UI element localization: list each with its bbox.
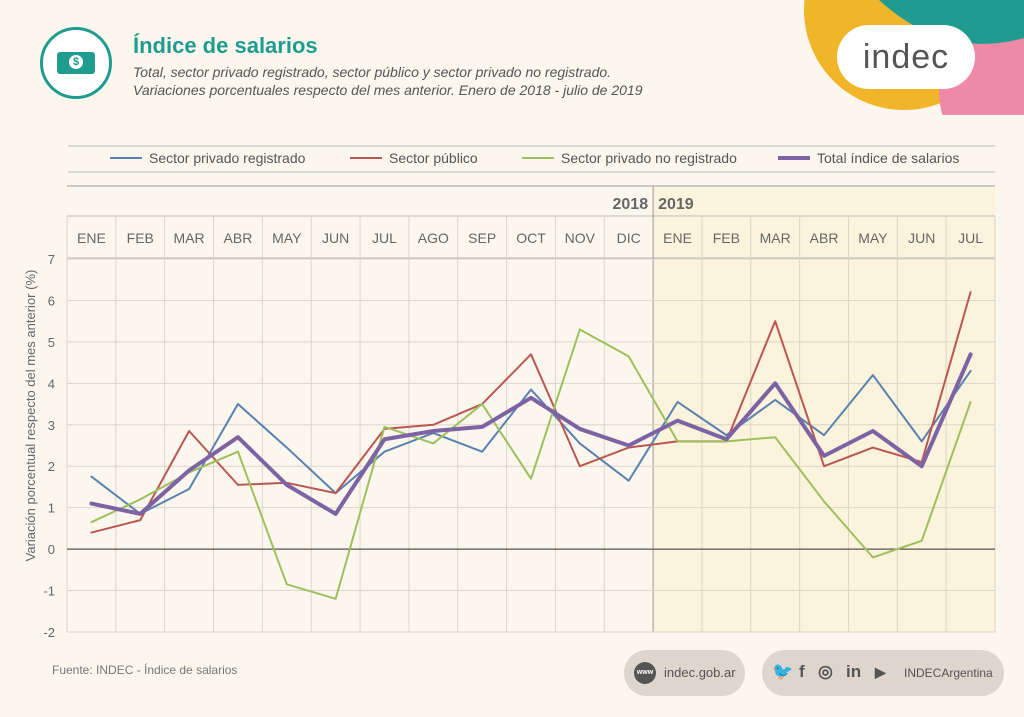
dollar-sign: $ [69, 55, 83, 69]
social-handle: INDECArgentina [904, 666, 993, 680]
x-tick-label: ENE [663, 230, 692, 246]
series-line [90, 328, 972, 600]
page-subtitle: Total, sector privado registrado, sector… [133, 63, 643, 99]
instagram-icon[interactable]: ◎ [818, 662, 833, 681]
youtube-icon[interactable]: ▶ [875, 664, 886, 680]
website-label: indec.gob.ar [664, 665, 736, 680]
x-tick-label: JUN [908, 230, 935, 246]
salary-logo: $ [40, 27, 112, 99]
y-tick-label: 4 [48, 376, 55, 391]
y-tick-label: 2 [48, 459, 55, 474]
y-axis-label: Variación porcentual respecto del mes an… [23, 270, 38, 562]
x-tick-label: ABR [810, 230, 839, 246]
highlight-2019 [653, 188, 995, 632]
series-line [90, 291, 972, 534]
subtitle-line-2: Variaciones porcentuales respecto del me… [133, 82, 643, 98]
x-tick-label: JUL [958, 230, 983, 246]
social-links[interactable]: 🐦 f ◎ in ▶ INDECArgentina [762, 650, 1004, 696]
x-tick-label: ABR [224, 230, 253, 246]
x-tick-label: MAY [858, 230, 888, 246]
legend-label: Sector público [389, 150, 478, 166]
x-tick-label: JUL [372, 230, 397, 246]
legend-label: Sector privado no registrado [561, 150, 737, 166]
x-tick-label: DIC [617, 230, 641, 246]
x-tick-label: MAR [760, 230, 791, 246]
page-title: Índice de salarios [133, 33, 318, 58]
y-tick-label: 5 [48, 335, 55, 350]
subtitle-line-1: Total, sector privado registrado, sector… [133, 64, 612, 80]
twitter-icon[interactable]: 🐦 [772, 662, 794, 681]
series-line [90, 369, 972, 515]
x-tick-label: FEB [713, 230, 740, 246]
x-tick-label: FEB [127, 230, 154, 246]
legend-label: Total índice de salarios [817, 150, 959, 166]
y-tick-label: 6 [48, 293, 55, 308]
x-tick-label: NOV [565, 230, 596, 246]
y-tick-label: 3 [48, 418, 55, 433]
y-tick-label: -1 [43, 584, 55, 599]
x-tick-label: OCT [516, 230, 546, 246]
y-tick-label: -2 [43, 625, 55, 640]
legend-label: Sector privado registrado [149, 150, 306, 166]
x-tick-label: JUN [322, 230, 349, 246]
indec-logo: indec [837, 25, 975, 89]
x-tick-label: SEP [468, 230, 496, 246]
facebook-icon[interactable]: f [799, 662, 805, 681]
linkedin-icon[interactable]: in [846, 662, 862, 681]
x-tick-label: ENE [77, 230, 106, 246]
year-label: 2019 [658, 196, 694, 213]
www-icon: www [634, 662, 656, 684]
y-tick-label: 1 [48, 501, 55, 516]
year-label: 2018 [613, 196, 649, 213]
source-note: Fuente: INDEC - Índice de salarios [52, 663, 238, 677]
x-tick-label: AGO [418, 230, 449, 246]
y-tick-label: 7 [48, 252, 55, 267]
x-tick-label: MAY [272, 230, 302, 246]
series-line [89, 352, 973, 516]
y-tick-label: 0 [48, 542, 55, 557]
website-link[interactable]: www indec.gob.ar [624, 650, 745, 696]
x-tick-label: MAR [174, 230, 205, 246]
money-bill-icon: $ [57, 52, 95, 74]
